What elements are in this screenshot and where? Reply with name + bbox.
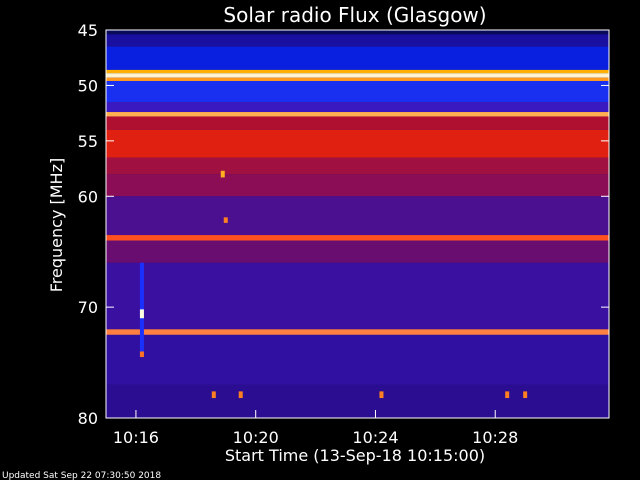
x-tick-label-2: 10:24 xyxy=(352,428,398,447)
y-tick-label-2: 55 xyxy=(78,132,98,151)
burst-features xyxy=(139,170,528,399)
frequency-band-15 xyxy=(106,240,609,263)
burst-feature-7 xyxy=(379,391,384,399)
updated-timestamp: Updated Sat Sep 22 07:30:50 2018 xyxy=(2,471,161,480)
y-tick-label-3: 60 xyxy=(78,187,98,206)
burst-feature-3 xyxy=(220,170,225,178)
burst-feature-1 xyxy=(139,309,144,319)
frequency-band-17 xyxy=(106,329,609,335)
burst-feature-4 xyxy=(223,217,228,223)
frequency-band-11 xyxy=(106,157,609,175)
burst-feature-5 xyxy=(211,391,216,399)
frequency-band-12 xyxy=(106,174,609,197)
x-axis-label: Start Time (13-Sep-18 10:15:00) xyxy=(225,446,485,465)
frequency-band-3 xyxy=(106,69,609,74)
frequency-band-6 xyxy=(106,80,609,103)
y-axis-label: Frequency [MHz] xyxy=(47,158,66,292)
frequency-band-13 xyxy=(106,196,609,236)
frequency-band-18 xyxy=(106,334,609,385)
frequency-band-0 xyxy=(106,30,609,35)
frequency-band-10 xyxy=(106,129,609,158)
frequency-band-7 xyxy=(106,102,609,113)
y-tick-label-5: 80 xyxy=(78,409,98,428)
burst-feature-2 xyxy=(139,351,144,358)
frequency-bands xyxy=(106,30,609,418)
burst-feature-9 xyxy=(523,391,528,399)
burst-feature-6 xyxy=(238,391,243,399)
frequency-band-8 xyxy=(106,112,609,117)
y-tick-label-4: 70 xyxy=(78,298,98,317)
frequency-band-4 xyxy=(106,73,609,78)
x-tick-label-1: 10:20 xyxy=(233,428,279,447)
frequency-band-14 xyxy=(106,235,609,241)
burst-feature-8 xyxy=(505,391,510,399)
frequency-band-2 xyxy=(106,46,609,70)
frequency-band-19 xyxy=(106,384,609,418)
frequency-band-16 xyxy=(106,262,609,330)
y-tick-label-0: 45 xyxy=(78,21,98,40)
frequency-band-9 xyxy=(106,116,609,130)
frequency-band-5 xyxy=(106,77,609,81)
chart-title: Solar radio Flux (Glasgow) xyxy=(223,3,486,27)
frequency-band-1 xyxy=(106,34,609,47)
x-tick-label-3: 10:28 xyxy=(472,428,518,447)
y-tick-label-1: 50 xyxy=(78,76,98,95)
y-axis-ticks: 45 50 55 60 70 80 xyxy=(78,21,609,428)
plot-frame xyxy=(105,29,610,419)
x-tick-label-0: 10:16 xyxy=(113,428,159,447)
spectrogram-plot-area xyxy=(105,29,610,419)
x-axis-ticks: 10:16 10:20 10:24 10:28 xyxy=(113,410,518,447)
